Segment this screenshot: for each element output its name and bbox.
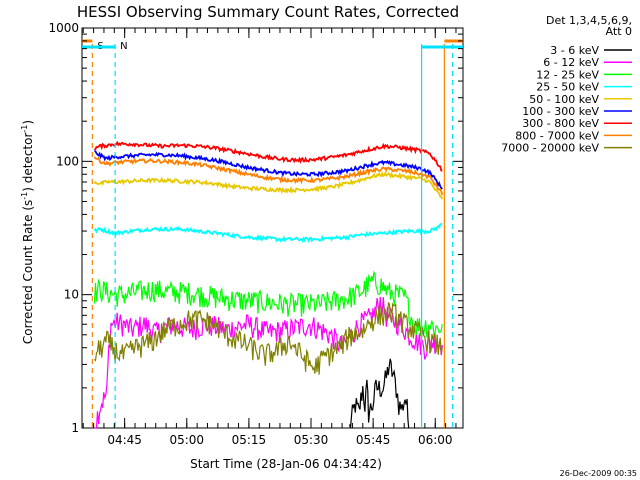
y-tick-label: 100 (56, 154, 79, 168)
series-marks (93, 140, 444, 429)
legend-entry: 800 - 7000 keV (515, 129, 599, 142)
x-tick-label: 05:45 (356, 433, 391, 447)
y-tick-label: 1 (71, 421, 79, 435)
series-line (93, 170, 444, 200)
series-line (93, 270, 443, 338)
y-axis-label-exp: -1 (20, 192, 29, 200)
y-axis-label-group: Corrected Count Rate (s-1) detector-1) (20, 120, 35, 344)
plot-frame (81, 27, 464, 429)
series-line (93, 156, 444, 196)
plot-area (81, 27, 464, 429)
legend-header: Att 0 (606, 25, 632, 38)
legend-entry: 3 - 6 keV (550, 44, 599, 57)
x-tick-label: 04:45 (107, 433, 142, 447)
x-tick-label: 05:00 (169, 433, 204, 447)
y-axis-label: Corrected Count Rate (s (21, 200, 35, 344)
x-tick-label: 06:00 (418, 433, 453, 447)
legend-entry: 100 - 300 keV (522, 105, 599, 118)
svg-text:Corrected Count Rate (s-1) det: Corrected Count Rate (s-1) detector-1) (20, 120, 35, 344)
chart-title: HESSI Observing Summary Count Rates, Cor… (77, 3, 459, 21)
legend-entry: 12 - 25 keV (536, 68, 599, 81)
x-tick-label: 05:15 (232, 433, 267, 447)
series-line (93, 222, 443, 244)
legend-entry: 7000 - 20000 keV (501, 142, 599, 155)
legend-entry: 50 - 100 keV (529, 93, 599, 106)
y-axis-label-exp2: -1 (20, 125, 29, 133)
x-axis-label: Start Time (28-Jan-06 04:34:42) (190, 457, 382, 471)
x-axis: 04:45 05:00 05:15 05:30 05:45 06:00 (82, 28, 457, 447)
y-tick-label: 10 (64, 288, 79, 302)
x-tick-label: 05:30 (294, 433, 329, 447)
legend-header: Det 1,3,4,5,6,9, (546, 14, 632, 27)
legend-entry: 300 - 800 keV (522, 117, 599, 130)
y-axis-label-mid: ) detector (21, 133, 35, 192)
y-axis-label-close: ) (21, 120, 35, 125)
event-marker-label: N (120, 41, 127, 52)
y-tick-label: 1000 (48, 21, 79, 35)
legend-entry: 6 - 12 keV (543, 56, 599, 69)
series-line (94, 150, 443, 190)
legend-entry: 25 - 50 keV (536, 81, 599, 94)
series-line (348, 358, 410, 429)
series-line (93, 302, 443, 375)
y-axis: 1 10 100 1000 (48, 21, 463, 435)
event-markers: SN (82, 39, 463, 428)
series-line (93, 140, 443, 172)
footer-date: 26-Dec-2009 00:35 (560, 469, 637, 478)
